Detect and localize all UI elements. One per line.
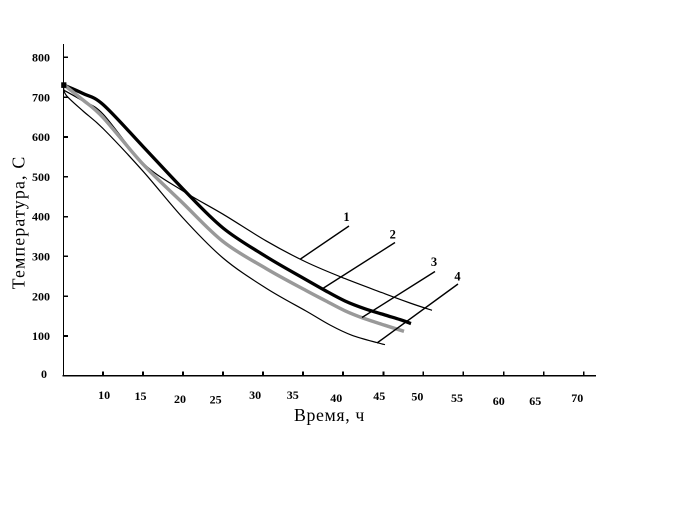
svg-text:60: 60 <box>493 394 505 408</box>
svg-text:2: 2 <box>390 228 396 242</box>
svg-text:Время, ч: Время, ч <box>294 405 365 425</box>
svg-text:100: 100 <box>32 329 50 343</box>
svg-text:1: 1 <box>343 210 349 224</box>
svg-text:500: 500 <box>32 170 50 184</box>
svg-text:70: 70 <box>571 391 583 405</box>
svg-text:600: 600 <box>32 130 50 144</box>
svg-text:4: 4 <box>454 270 461 284</box>
svg-text:30: 30 <box>249 388 261 402</box>
svg-text:3: 3 <box>431 255 437 269</box>
svg-text:40: 40 <box>330 391 342 405</box>
svg-text:200: 200 <box>32 289 50 303</box>
svg-text:50: 50 <box>411 390 423 404</box>
svg-text:10: 10 <box>98 388 110 402</box>
svg-text:400: 400 <box>32 210 50 224</box>
svg-text:700: 700 <box>32 90 50 104</box>
svg-text:20: 20 <box>174 392 186 406</box>
svg-text:55: 55 <box>451 391 463 405</box>
svg-text:35: 35 <box>287 388 299 402</box>
svg-text:15: 15 <box>135 389 147 403</box>
svg-text:25: 25 <box>210 393 222 407</box>
svg-text:800: 800 <box>32 51 50 65</box>
svg-text:45: 45 <box>373 389 385 403</box>
svg-text:300: 300 <box>32 250 50 264</box>
svg-text:0: 0 <box>41 367 47 381</box>
svg-text:Температура, С: Температура, С <box>9 156 29 290</box>
svg-text:65: 65 <box>529 394 541 408</box>
